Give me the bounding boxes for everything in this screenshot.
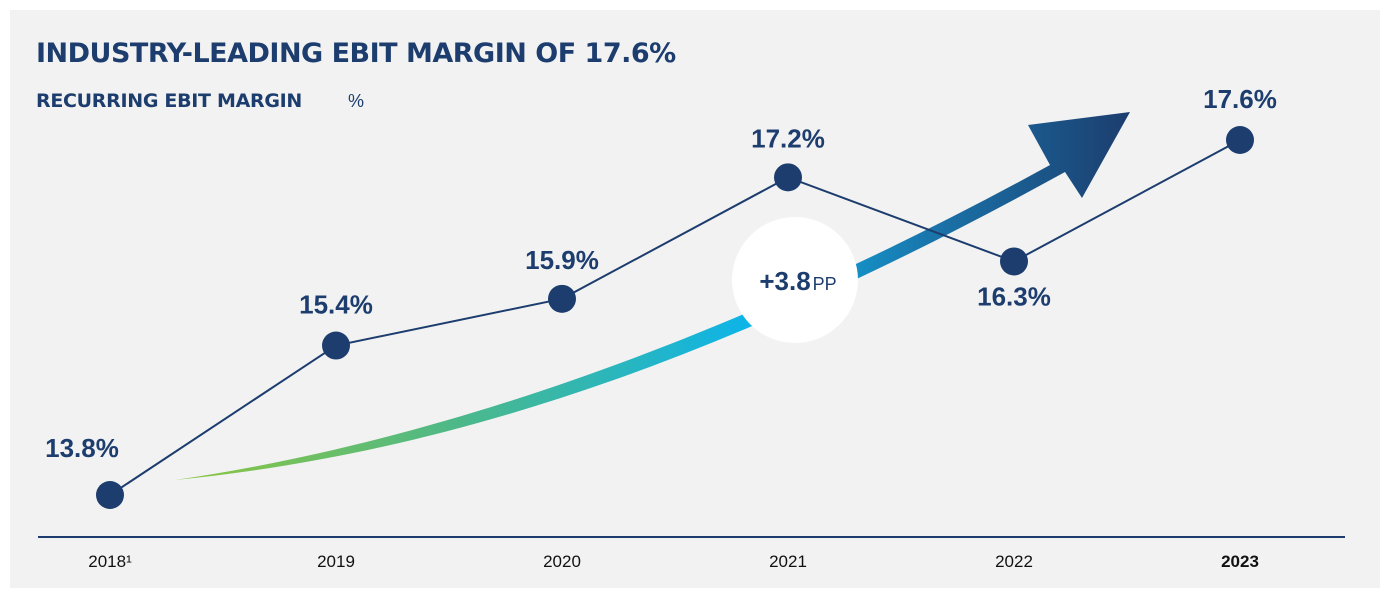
data-point xyxy=(322,331,350,360)
series-line xyxy=(109,139,1241,496)
unit-label: % xyxy=(348,91,364,111)
annotation-value: +3.8 xyxy=(759,266,810,296)
data-label: 13.8% xyxy=(45,433,119,463)
data-point xyxy=(1226,126,1254,154)
annotation: +3.8 PP xyxy=(759,266,836,296)
data-label: 15.9% xyxy=(525,245,599,275)
data-point xyxy=(548,284,576,313)
data-label: 17.2% xyxy=(751,123,825,153)
x-tick-label: 2020 xyxy=(543,552,581,571)
data-point xyxy=(774,163,802,192)
x-tick-label: 2023 xyxy=(1221,552,1259,571)
x-tick-label: 2021 xyxy=(769,552,807,571)
chart-subtitle: RECURRING EBIT MARGIN xyxy=(36,90,302,112)
data-label: 15.4% xyxy=(299,290,373,320)
annotation-badge xyxy=(732,217,858,343)
data-label: 16.3% xyxy=(977,281,1051,311)
data-point xyxy=(96,481,124,509)
x-tick-label: 2022 xyxy=(995,552,1033,571)
plot: 2018¹ 2019 2020 2021 2022 2023 13.8% 15.4% 15.9%… xyxy=(45,84,1277,571)
data-label: 17.6% xyxy=(1203,84,1277,114)
annotation-unit: PP xyxy=(813,274,837,294)
chart-title: INDUSTRY-LEADING EBIT MARGIN OF 17.6% xyxy=(36,38,676,69)
data-point xyxy=(1000,247,1028,276)
panel xyxy=(10,10,1380,588)
x-tick-label: 2019 xyxy=(317,552,355,571)
x-tick-label: 2018¹ xyxy=(88,552,132,571)
